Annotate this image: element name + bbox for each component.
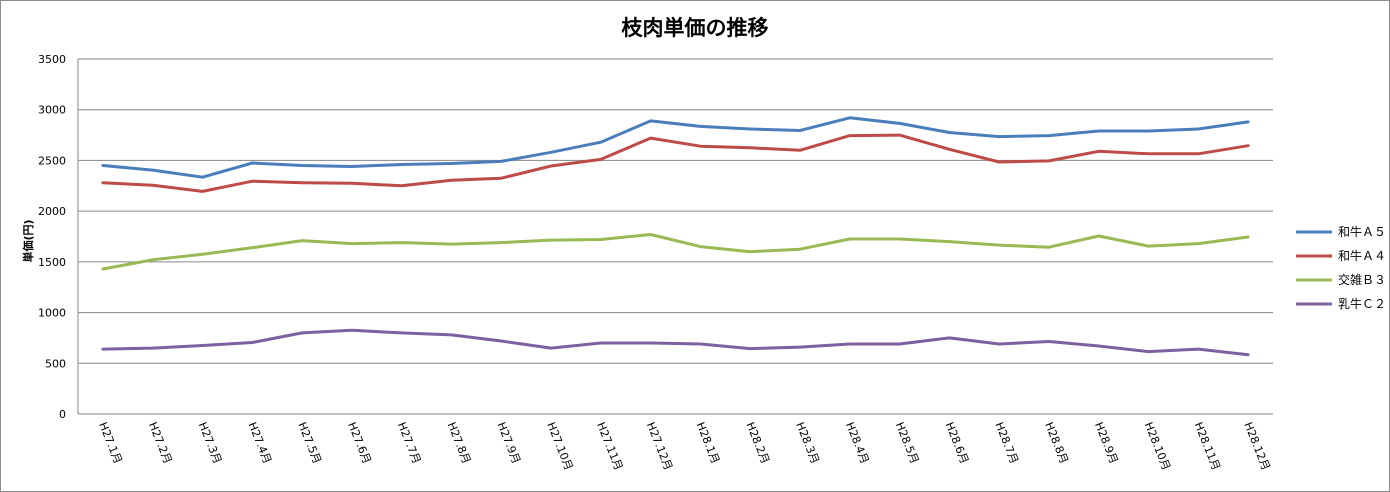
x-tick-label: H27.1月 [96,420,124,465]
y-axis-ticks: 0 500 1000 1500 2000 2500 3000 3500 [38,53,66,421]
legend-label: 乳牛Ｃ２ [1338,296,1386,311]
x-axis-ticks: H27.1月 H27.2月 H27.3月 H27.4月 H27.5月 H27.6月 H27.… [96,420,1272,472]
series-line [101,116,1250,179]
x-tick-label: H28.3月 [793,420,821,465]
x-tick-label: H27.5月 [295,420,323,465]
x-tick-label: H27.10月 [544,420,575,472]
chart-title: 枝肉単価の推移 [621,16,769,40]
y-tick-label: 0 [59,408,66,421]
y-tick-label: 500 [45,357,66,370]
x-tick-label: H27.8月 [445,420,473,465]
x-tick-label: H28.1月 [694,420,722,465]
x-tick-label: H28.5月 [893,420,921,465]
x-tick-label: H28.12月 [1241,420,1272,472]
x-tick-label: H27.2月 [146,420,174,465]
x-tick-label: H27.3月 [196,420,224,465]
x-tick-label: H27.7月 [395,420,423,465]
series-line [101,233,1250,271]
series-lines [101,116,1250,357]
y-tick-label: 2500 [38,154,66,167]
x-tick-label: H27.6月 [345,420,373,465]
y-tick-label: 1500 [38,256,66,269]
legend-label: 和牛Ａ５ [1338,224,1386,239]
x-tick-label: H28.2月 [743,420,771,465]
x-tick-label: H27.11月 [594,420,625,472]
y-axis-label: 単価(円) [21,219,35,262]
y-tick-label: 3500 [38,53,66,66]
x-tick-label: H27.9月 [494,420,522,465]
x-tick-label: H28.10月 [1142,420,1173,472]
x-tick-label: H28.11月 [1192,420,1223,472]
x-tick-label: H28.4月 [843,420,871,465]
y-tick-label: 1000 [38,307,66,320]
x-tick-label: H28.6月 [943,420,971,465]
x-tick-label: H28.9月 [1092,420,1120,465]
y-tick-label: 3000 [38,104,66,117]
x-tick-label: H28.8月 [1042,420,1070,465]
legend: 和牛Ａ５ 和牛Ａ４ 交雑Ｂ３ 乳牛Ｃ２ [1296,224,1386,311]
x-tick-label: H27.12月 [644,420,675,472]
legend-label: 交雑Ｂ３ [1338,272,1386,287]
series-line [101,328,1250,357]
x-tick-label: H28.7月 [992,420,1020,465]
x-tick-label: H27.4月 [245,420,273,465]
series-line [101,133,1250,193]
legend-label: 和牛Ａ４ [1338,248,1386,263]
gridlines [77,58,1273,415]
y-tick-label: 2000 [38,205,66,218]
